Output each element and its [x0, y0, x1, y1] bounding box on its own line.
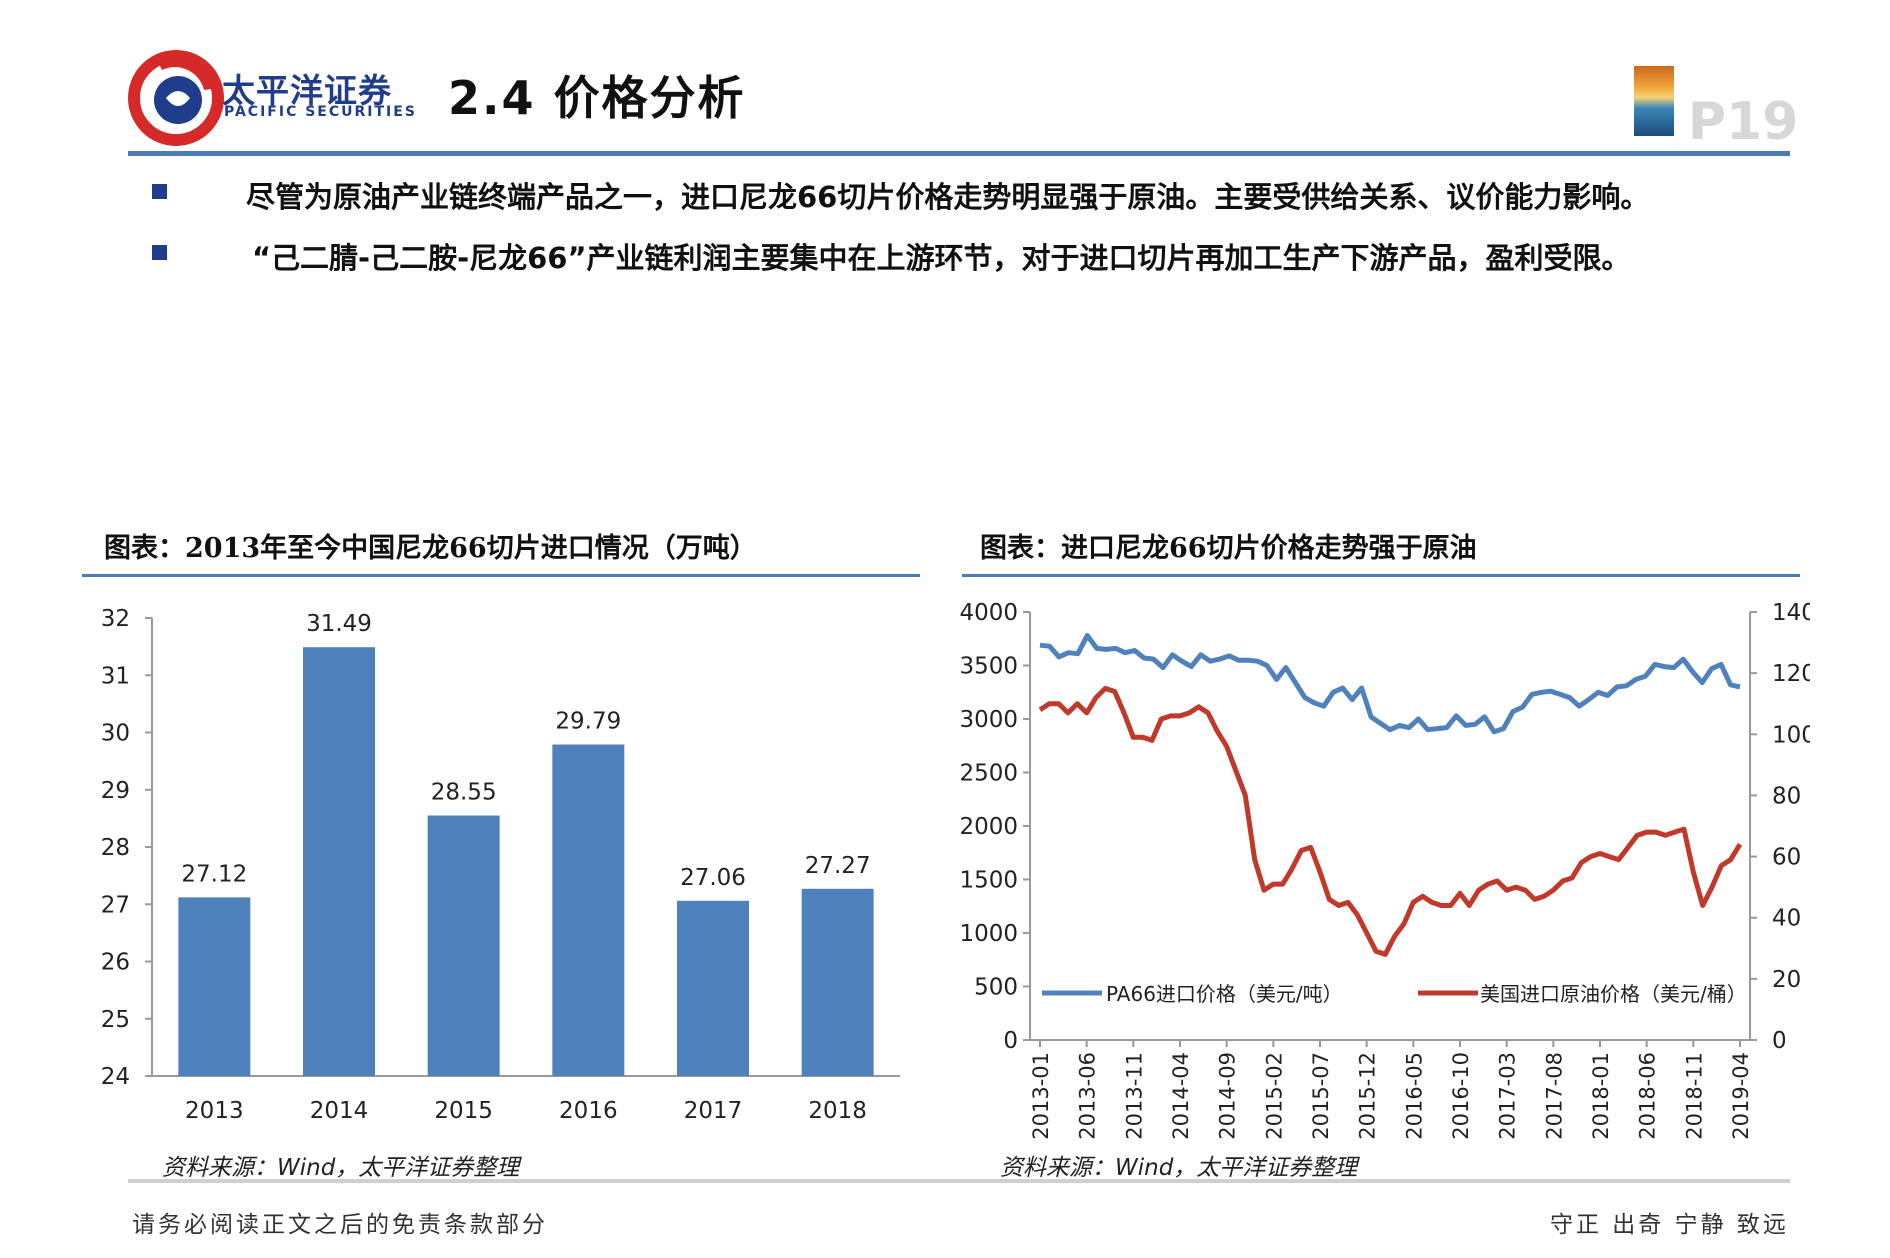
logo-company-name: 太平洋证券: [222, 71, 392, 110]
chart1-caption-divider: [82, 574, 920, 577]
left-tick-label: 0: [1003, 1028, 1018, 1054]
x-tick-label: 2018-01: [1589, 1052, 1613, 1140]
x-tick-label: 2015-02: [1262, 1052, 1286, 1140]
bar: [677, 900, 749, 1076]
right-tick-label: 80: [1772, 783, 1801, 809]
right-tick-label: 0: [1772, 1028, 1787, 1054]
x-tick-label: 2019-04: [1729, 1052, 1753, 1140]
y-tick-label: 25: [101, 1007, 130, 1033]
x-tick-label: 2018-11: [1682, 1052, 1706, 1140]
x-tick-label: 2017-08: [1542, 1052, 1566, 1140]
x-tick-label: 2013-11: [1122, 1052, 1146, 1140]
left-tick-label: 3000: [959, 707, 1018, 733]
x-tick-label: 2016: [559, 1098, 618, 1124]
y-tick-label: 31: [101, 663, 130, 689]
y-tick-label: 28: [101, 835, 130, 861]
pa66-price-line: [1039, 633, 1741, 735]
page-title: 2.4 价格分析: [448, 71, 746, 125]
x-tick-label: 2013-06: [1076, 1052, 1100, 1140]
bar-data-label: 27.12: [181, 861, 247, 887]
logo-company-name-en: PACIFIC SECURITIES: [224, 104, 417, 120]
footer-motto: 守正 出奇 宁静 致远: [1550, 1212, 1789, 1238]
chart2-caption: 图表：进口尼龙66切片价格走势强于原油: [980, 533, 1477, 564]
bullet-marker: [152, 245, 167, 260]
bar-data-label: 31.49: [306, 611, 372, 637]
x-tick-label: 2017-03: [1496, 1052, 1520, 1140]
bar-data-label: 28.55: [431, 780, 497, 806]
x-tick-label: 2014: [310, 1098, 369, 1124]
legend-label-pa66: PA66进口价格（美元/吨）: [1106, 982, 1343, 1006]
footer-disclaimer: 请务必阅读正文之后的免责条款部分: [132, 1212, 548, 1238]
bar: [552, 744, 625, 1076]
bar-data-label: 27.27: [805, 853, 871, 879]
right-tick-label: 60: [1772, 845, 1801, 871]
page-number: P19: [1688, 92, 1799, 152]
right-tick-label: 20: [1772, 967, 1801, 993]
bullet-text-2: “己二腈-己二胺-尼龙66”产业链利润主要集中在上游环节，对于进口切片再加工生产…: [252, 241, 1631, 275]
x-tick-label: 2018: [808, 1098, 867, 1124]
x-tick-label: 2018-06: [1636, 1052, 1660, 1140]
chart1-caption: 图表：2013年至今中国尼龙66切片进口情况（万吨）: [104, 533, 757, 564]
right-tick-label: 120: [1772, 661, 1810, 687]
x-tick-label: 2016-05: [1402, 1052, 1426, 1140]
left-tick-label: 500: [974, 975, 1018, 1001]
bar: [801, 888, 874, 1076]
y-tick-label: 26: [101, 950, 130, 976]
left-tick-label: 3500: [959, 654, 1018, 680]
bullet-text-1: 尽管为原油产业链终端产品之一，进口尼龙66切片价格走势明显强于原油。主要受供给关…: [246, 180, 1650, 214]
left-tick-label: 2500: [959, 761, 1018, 787]
sunset-thumbnail-image: [1634, 66, 1674, 136]
header-divider: [128, 151, 1790, 156]
legend-label-crude: 美国进口原油价格（美元/桶）: [1480, 982, 1747, 1006]
x-tick-label: 2014-04: [1169, 1052, 1193, 1140]
y-tick-label: 30: [101, 721, 130, 747]
left-tick-label: 4000: [959, 600, 1018, 626]
left-tick-label: 2000: [959, 814, 1018, 840]
bar: [178, 897, 251, 1076]
left-tick-label: 1000: [959, 921, 1018, 947]
x-tick-label: 2016-10: [1449, 1052, 1473, 1140]
right-tick-label: 40: [1772, 906, 1801, 932]
x-tick-label: 2017: [684, 1098, 743, 1124]
y-tick-label: 32: [101, 606, 130, 632]
right-tick-label: 100: [1772, 722, 1810, 748]
chart2-caption-divider: [962, 574, 1800, 577]
left-tick-label: 1500: [959, 868, 1018, 894]
x-tick-label: 2014-09: [1216, 1052, 1240, 1140]
x-tick-label: 2015-07: [1309, 1052, 1333, 1140]
footer-divider: [128, 1179, 1790, 1183]
bar: [303, 647, 375, 1076]
y-tick-label: 24: [101, 1064, 130, 1090]
bar: [427, 815, 500, 1076]
x-tick-label: 2013: [185, 1098, 244, 1124]
y-tick-label: 29: [101, 778, 130, 804]
pacific-securities-logo-icon: [128, 50, 224, 146]
price-trend-line-chart: 0 500 1000 1500 2000 2500 3000 3500 4000 0 20 40 60 8…: [959, 600, 1810, 1140]
bullet-marker: [152, 184, 167, 199]
chart2-source-note: 资料来源：Wind，太平洋证券整理: [1000, 1155, 1358, 1181]
import-volume-bar-chart: 24 25 26 27 28 29 30 31 32 27.12 2013 31.49 2014 28.5…: [101, 606, 900, 1124]
x-tick-label: 2015: [434, 1098, 493, 1124]
x-tick-label: 2013-01: [1029, 1052, 1053, 1140]
bar-data-label: 29.79: [555, 709, 621, 735]
y-tick-label: 27: [101, 892, 130, 918]
x-tick-label: 2015-12: [1356, 1052, 1380, 1140]
crude-price-line: [1038, 685, 1743, 957]
bar-data-label: 27.06: [680, 865, 746, 891]
chart1-source-note: 资料来源：Wind，太平洋证券整理: [162, 1155, 520, 1181]
right-tick-label: 140: [1772, 600, 1810, 626]
